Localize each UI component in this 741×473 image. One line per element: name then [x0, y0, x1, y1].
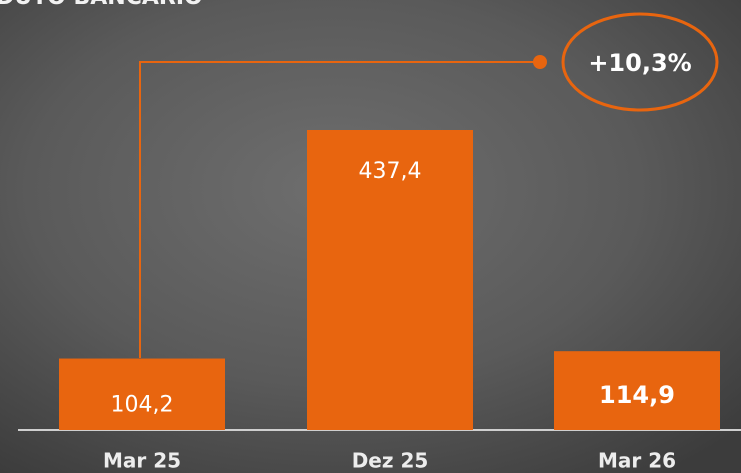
- x-tick-label: Mar 26: [598, 449, 676, 473]
- value-label: 437,4: [359, 159, 422, 184]
- growth-annotation: +10,3%: [588, 49, 691, 77]
- connector-dot: [533, 55, 547, 69]
- x-tick-label: Mar 25: [103, 449, 181, 473]
- chart-title: DUTO BANCÁRIO: [0, 0, 203, 10]
- connector: [139, 61, 540, 358]
- highlight-ellipse: [561, 12, 719, 112]
- value-label: 104,2: [111, 393, 174, 418]
- bar: [307, 130, 473, 430]
- value-label: 114,9: [599, 381, 675, 409]
- bar: [59, 358, 225, 430]
- bar: [554, 351, 720, 430]
- x-tick-label: Dez 25: [352, 449, 429, 473]
